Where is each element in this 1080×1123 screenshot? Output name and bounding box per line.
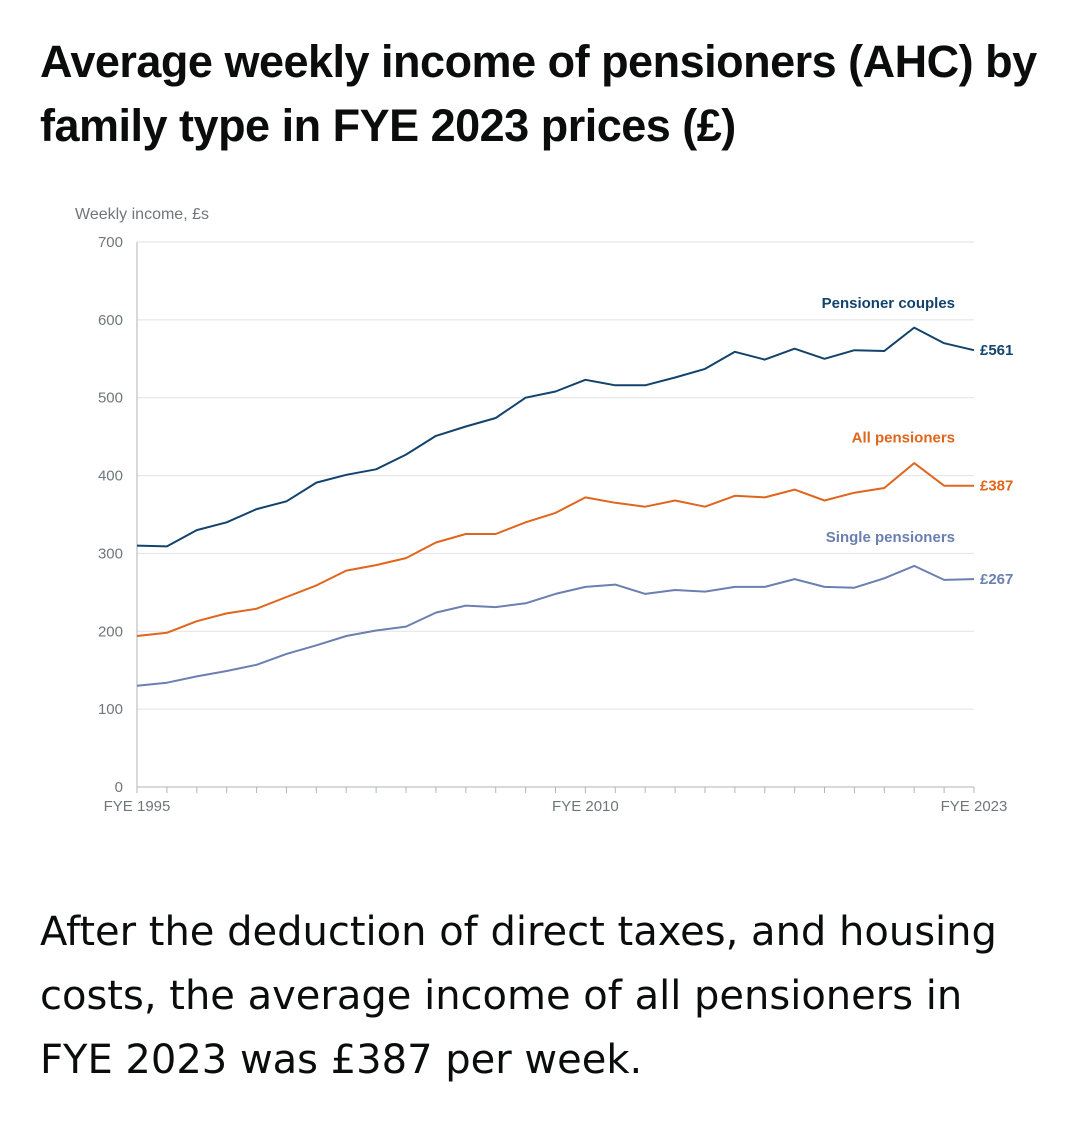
series-name-label: Single pensioners <box>826 529 955 546</box>
end-value-label: £267 <box>980 571 1013 588</box>
x-tick-label: FYE 1995 <box>104 798 171 815</box>
y-tick-label: 500 <box>98 390 123 407</box>
chart-svg: Weekly income, £s 0 100 200 300 400 500 600 700 F… <box>75 206 1013 815</box>
series-line-all-pensioners <box>136 462 974 637</box>
y-tick-label: 100 <box>98 701 123 718</box>
chart-title: Average weekly income of pensioners (AHC… <box>40 36 1037 151</box>
series-line-pensioner-couples <box>136 326 975 548</box>
series-line-single-pensioners <box>136 564 975 687</box>
summary-text: After the deduction of direct taxes, and… <box>40 909 997 1083</box>
series-name-label: All pensioners <box>852 430 955 447</box>
y-tick-label: 200 <box>98 623 123 640</box>
y-axis-title: Weekly income, £s <box>75 206 209 223</box>
series-name-label: Pensioner couples <box>822 295 955 312</box>
line-chart: Weekly income, £s 0 100 200 300 400 500 600 700 F… <box>0 195 1080 835</box>
y-tick-label: 300 <box>98 545 123 562</box>
x-tick-label: FYE 2010 <box>552 798 619 815</box>
y-tick-label: 700 <box>98 234 123 251</box>
y-tick-label: 600 <box>98 312 123 329</box>
end-value-label: £561 <box>980 342 1013 359</box>
end-value-label: £387 <box>980 478 1013 495</box>
y-tick-label: 400 <box>98 468 123 485</box>
x-tick-label: FYE 2023 <box>941 798 1008 815</box>
y-tick-label: 0 <box>115 779 123 796</box>
